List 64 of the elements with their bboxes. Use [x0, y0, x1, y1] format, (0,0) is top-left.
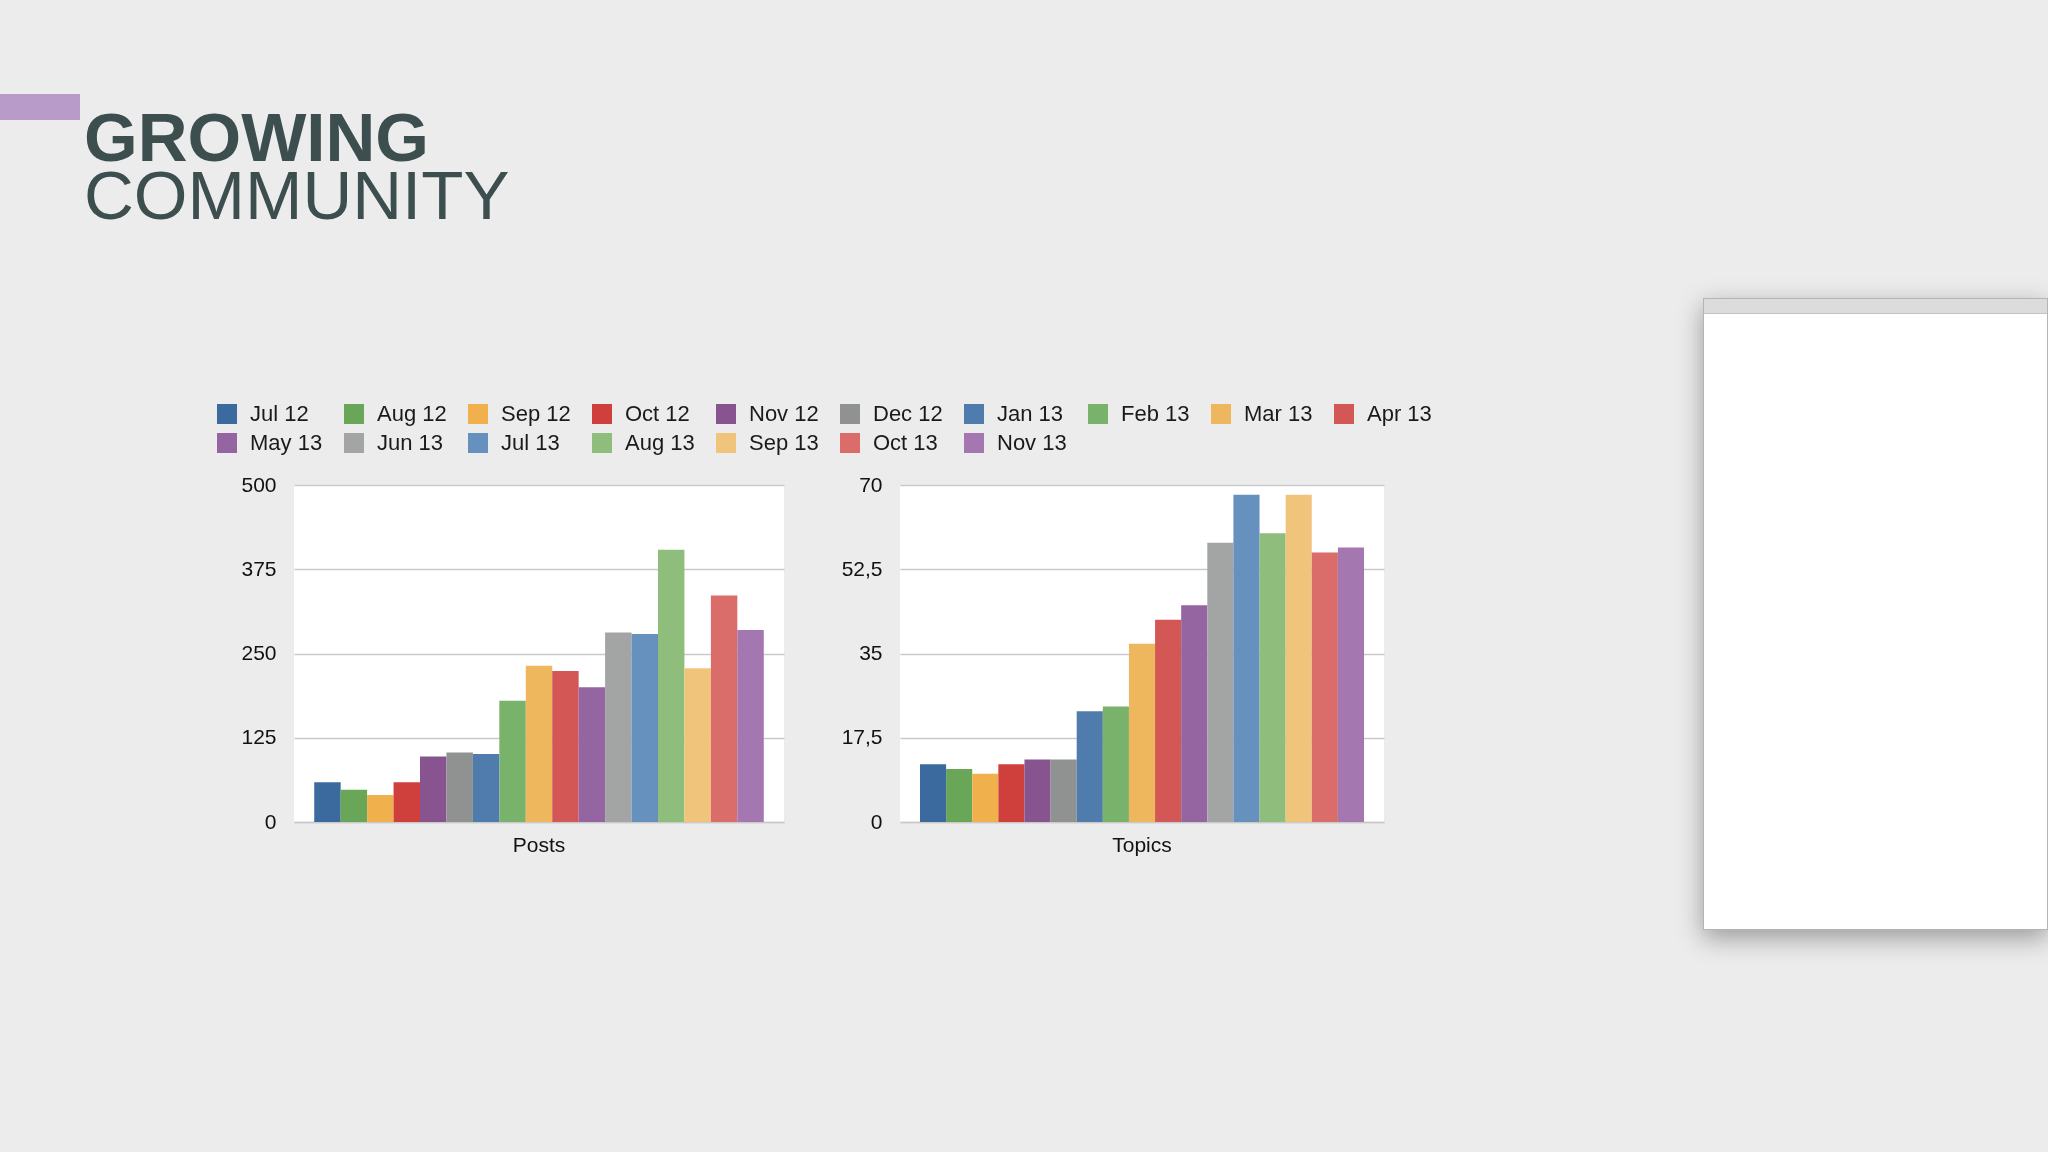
legend-label: Apr 13: [1367, 401, 1432, 426]
bar: [578, 687, 606, 822]
legend-label: Oct 13: [873, 430, 938, 455]
bar: [1285, 494, 1312, 822]
bar: [367, 795, 394, 822]
legend-label: May 13: [250, 430, 323, 455]
x-tick-label: Posts: [512, 832, 566, 856]
legend-label: Feb 13: [1121, 401, 1190, 426]
bar: [605, 632, 632, 822]
bar: [525, 665, 553, 822]
bar: [340, 789, 368, 822]
legend-label: Jul 13: [501, 430, 560, 455]
bar: [1311, 552, 1338, 822]
legend-label: Nov 13: [997, 430, 1067, 455]
legend-label: Mar 13: [1244, 401, 1313, 426]
y-tick-label: 375: [241, 556, 277, 580]
bar: [1207, 542, 1234, 822]
bar: [631, 633, 658, 822]
bar: [919, 764, 947, 822]
y-tick-label: 0: [870, 809, 883, 833]
bar: [998, 764, 1025, 822]
bar: [737, 629, 764, 822]
bar: [446, 752, 473, 822]
legend-label: Aug 13: [625, 430, 695, 455]
bar: [972, 773, 999, 822]
bar: [1155, 619, 1182, 822]
bar: [420, 756, 447, 822]
legend-label: Jan 13: [997, 401, 1064, 426]
legend-label: Aug 12: [377, 401, 447, 426]
bar: [1076, 711, 1103, 822]
bar: [658, 549, 685, 822]
y-tick-label: 17,5: [841, 725, 883, 749]
bar: [1259, 533, 1286, 822]
legend-label: Sep 13: [749, 430, 819, 455]
x-tick-label: Topics: [1112, 832, 1172, 856]
legend-label: Jul 12: [250, 401, 309, 426]
bar: [314, 782, 341, 822]
bar: [472, 753, 500, 822]
bar: [1024, 759, 1051, 822]
bar: [1102, 706, 1129, 822]
y-tick-label: 250: [241, 641, 277, 664]
bar: [710, 595, 738, 822]
y-tick-label: 52,5: [841, 556, 883, 580]
bar: [1233, 494, 1260, 822]
bar: [1337, 547, 1365, 822]
y-tick-label: 0: [264, 809, 277, 833]
bar: [1181, 605, 1208, 822]
legend-label: Dec 12: [873, 401, 943, 426]
bar: [684, 668, 711, 822]
bar: [946, 769, 973, 822]
chart-title: GROWING COMMUNITY: [84, 99, 510, 234]
legend-label: Nov 12: [749, 401, 819, 426]
y-tick-label: 500: [241, 472, 277, 496]
y-tick-label: 70: [859, 472, 883, 496]
bar: [499, 700, 526, 822]
bar: [552, 671, 579, 822]
y-tick-label: 35: [859, 641, 883, 664]
bar: [1128, 643, 1156, 822]
legend-label: Jun 13: [377, 430, 444, 455]
legend-label: Sep 12: [501, 401, 571, 426]
y-tick-label: 125: [241, 725, 277, 749]
bar: [393, 782, 420, 822]
bar: [1050, 759, 1077, 822]
legend-label: Oct 12: [625, 401, 690, 426]
